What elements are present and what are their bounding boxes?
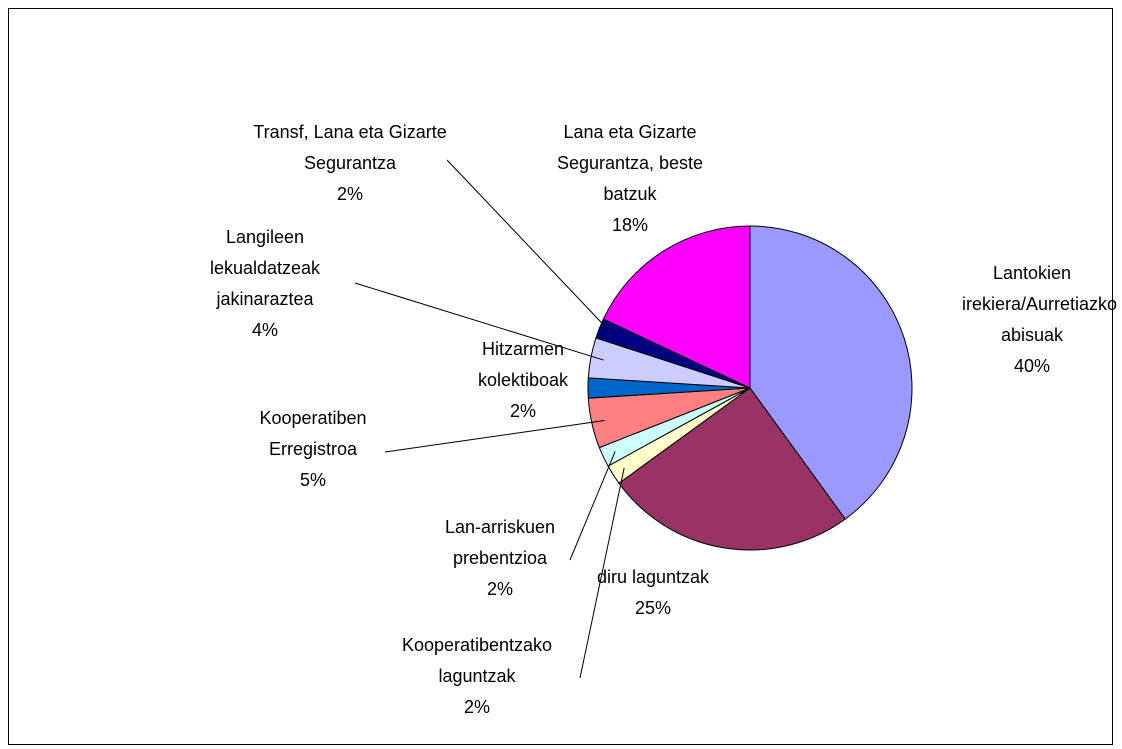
slice-name: Lantokien irekiera/Aurretiazko abisuak: [962, 263, 1118, 345]
slice-value-label: 25%: [634, 598, 672, 618]
slice-label: Lan-arriskuen prebentzioa 2%: [420, 512, 580, 605]
slice-label: Hitzarmen kolektiboak 2%: [463, 334, 583, 427]
slice-value-label: 5%: [299, 470, 326, 490]
leader-line: [384, 420, 605, 453]
slice-value-label: 2%: [463, 697, 490, 717]
slice-label: Lantokien irekiera/Aurretiazko abisuak 40…: [962, 258, 1118, 382]
chart-frame: [8, 8, 1113, 745]
pie-slice: [618, 387, 846, 551]
slice-value-label: 40%: [1013, 356, 1051, 376]
slice-name: diru laguntzak: [596, 567, 710, 587]
slice-name: Transf, Lana eta Gizarte Segurantza: [253, 122, 447, 173]
slice-name: Kooperatiben Erregistroa: [259, 408, 367, 459]
slice-name: Hitzarmen kolektiboak: [477, 339, 569, 390]
slice-value-label: 18%: [611, 215, 649, 235]
slice-label: Langileen lekualdatzeak jakinaraztea 4%: [190, 222, 340, 346]
slice-label: Kooperatiben Erregistroa 5%: [238, 403, 388, 496]
slice-value-label: 2%: [509, 401, 536, 421]
slice-value-label: 2%: [336, 184, 363, 204]
slice-label: Lana eta Gizarte Segurantza, beste batzu…: [535, 117, 725, 241]
slice-value-label: 4%: [251, 320, 278, 340]
slice-name: Lana eta Gizarte Segurantza, beste batzu…: [556, 122, 704, 204]
leader-line: [446, 159, 612, 334]
leader-line: [569, 451, 616, 561]
slice-label: diru laguntzak 25%: [588, 562, 718, 624]
leader-line: [579, 467, 625, 679]
slice-value-label: 2%: [486, 579, 513, 599]
slice-label: Kooperatibentzako laguntzak 2%: [390, 630, 565, 723]
slice-name: Lan-arriskuen prebentzioa: [444, 517, 556, 568]
pie-slice: [602, 225, 751, 389]
pie-slice: [749, 225, 913, 520]
slice-name: Kooperatibentzako laguntzak: [401, 635, 553, 686]
leader-line: [354, 282, 604, 361]
slice-name: Langileen lekualdatzeak jakinaraztea: [209, 227, 321, 309]
slice-label: Transf, Lana eta Gizarte Segurantza 2%: [250, 117, 450, 210]
